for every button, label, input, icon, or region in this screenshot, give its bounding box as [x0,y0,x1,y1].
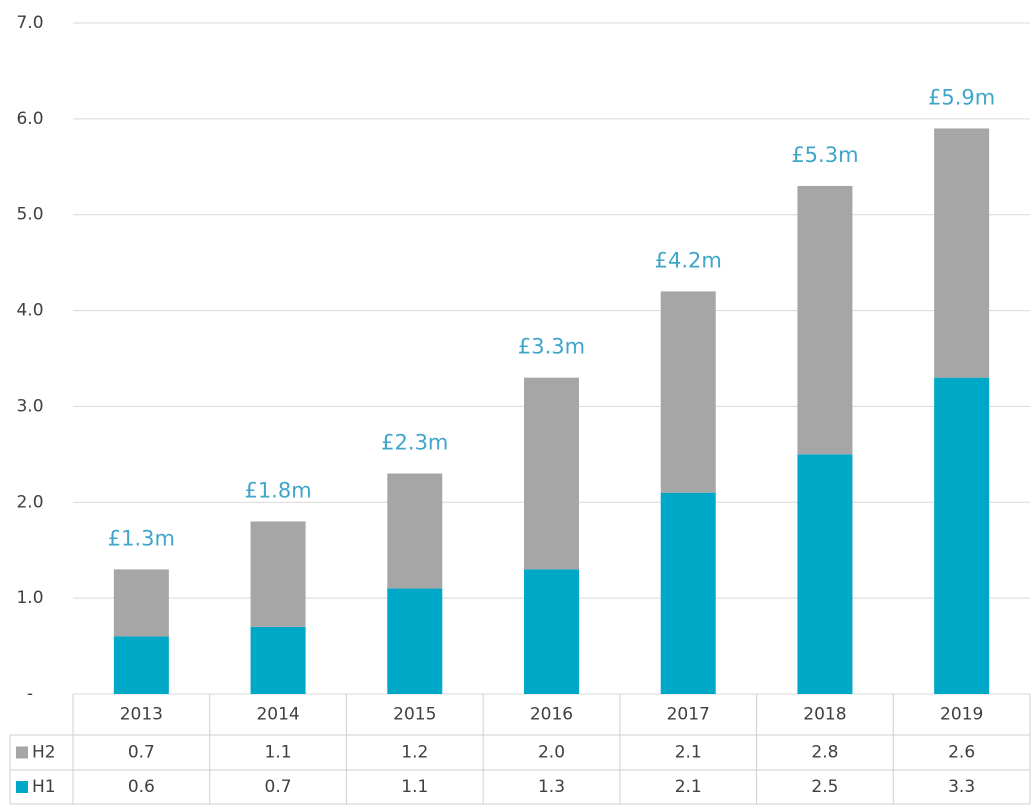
legend-swatch [16,781,28,793]
total-label: £3.3m [518,335,585,359]
legend-swatch [16,746,28,759]
bar-segment [934,128,990,378]
total-label: £5.3m [791,143,858,167]
bar-segment [524,569,579,694]
table-value: 0.7 [128,743,155,763]
bar-segment [113,636,169,694]
y-tick-label: 6.0 [16,109,43,129]
x-tick-label: 2018 [803,705,846,725]
total-label: £2.3m [381,431,448,455]
bar-segment [797,185,853,455]
bar-segment [113,569,169,637]
x-tick-label: 2017 [667,705,710,725]
y-tick-label: 3.0 [16,396,43,416]
table-value: 2.8 [811,743,838,763]
legend-label: H2 [32,743,56,763]
table-value: 2.1 [675,743,702,763]
bar-segment [387,473,443,589]
bar-segment [250,521,306,627]
table-value: 3.3 [948,777,975,797]
y-tick-label: 5.0 [16,205,43,225]
total-label: £4.2m [655,248,722,272]
x-tick-label: 2015 [393,705,436,725]
total-label: £5.9m [928,85,995,109]
table-value: 1.3 [538,777,565,797]
bar-segment [524,377,579,570]
y-tick-label: - [27,684,33,704]
table-value: 1.2 [401,743,428,763]
y-tick-label: 1.0 [16,588,43,608]
table-value: 2.5 [811,777,838,797]
y-tick-label: 4.0 [16,301,43,321]
table-value: 0.7 [265,777,292,797]
table-value: 2.1 [675,777,702,797]
table-value: 2.0 [538,743,565,763]
table-value: 2.6 [948,743,975,763]
y-tick-label: 7.0 [16,13,43,33]
x-tick-label: 2016 [530,705,573,725]
bar-segment [387,588,443,694]
legend-label: H1 [32,777,56,797]
total-label: £1.8m [244,478,311,502]
table-value: 0.6 [128,777,155,797]
bar-segment [660,492,716,694]
bar-segment [250,626,306,694]
bar-segment [934,377,990,694]
y-tick-label: 2.0 [16,492,43,512]
bar-segment [660,291,716,493]
x-tick-label: 2019 [940,705,983,725]
table-value: 1.1 [401,777,428,797]
table-value: 1.1 [265,743,292,763]
x-tick-label: 2014 [256,705,299,725]
x-tick-label: 2013 [120,705,163,725]
bar-segment [797,454,853,694]
total-label: £1.3m [108,526,175,550]
